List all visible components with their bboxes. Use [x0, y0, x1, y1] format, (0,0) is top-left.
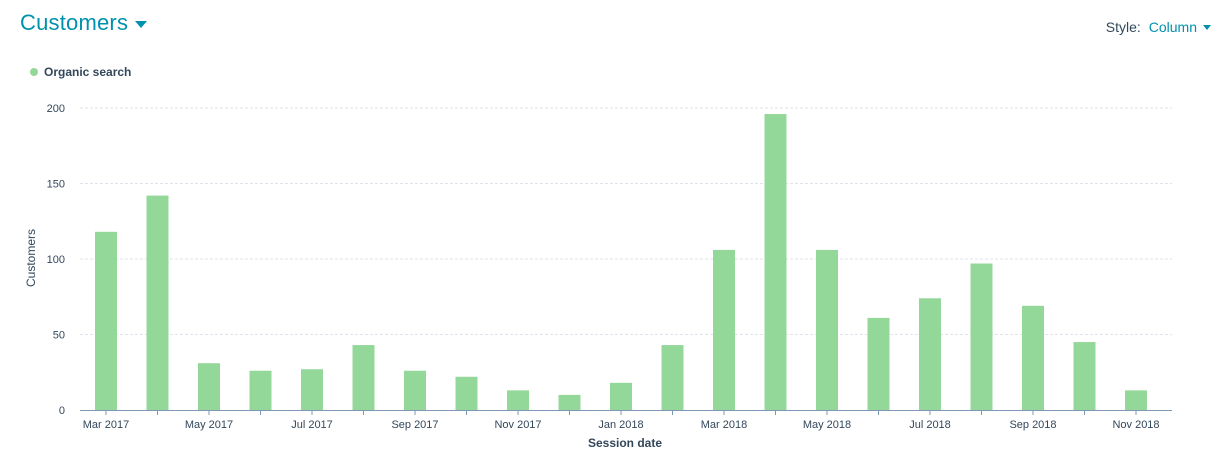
bar-sep-2017[interactable]: [404, 370, 426, 410]
bar-nov-2017[interactable]: [507, 390, 529, 410]
style-label: Style:: [1105, 19, 1141, 35]
bar-mar-2017[interactable]: [95, 231, 117, 410]
bar-dec-2017[interactable]: [558, 394, 581, 410]
bar-apr-2018[interactable]: [764, 114, 787, 410]
x-tick-label: May 2018: [803, 419, 851, 431]
page-title: Customers: [20, 10, 129, 35]
x-tick-label: Sep 2018: [1009, 419, 1056, 431]
y-tick-label: 200: [47, 103, 65, 115]
bar-may-2017[interactable]: [198, 363, 220, 410]
bar-jul-2017[interactable]: [301, 369, 323, 410]
legend-label: Organic search: [44, 65, 132, 79]
grid-lines: [80, 107, 1172, 335]
report-title-dropdown[interactable]: Customers: [20, 10, 148, 36]
y-axis-title: Customers: [24, 229, 38, 287]
bars: [95, 114, 1147, 410]
x-axis-title: Session date: [588, 436, 662, 450]
x-tick-label: Nov 2018: [1112, 419, 1159, 431]
bar-mar-2018[interactable]: [713, 249, 735, 410]
y-tick-label: 0: [59, 405, 65, 417]
bar-may-2018[interactable]: [816, 249, 838, 410]
x-tick-label: Mar 2018: [701, 419, 747, 431]
x-tick-label: Jul 2017: [291, 419, 333, 431]
bar-apr-2017[interactable]: [146, 195, 169, 410]
x-tick-label: Nov 2017: [494, 419, 541, 431]
y-tick-label: 100: [47, 254, 65, 266]
x-tick-label: Mar 2017: [83, 419, 129, 431]
bar-oct-2017[interactable]: [455, 376, 478, 410]
bar-jan-2018[interactable]: [610, 382, 632, 410]
chart-legend[interactable]: Organic search: [30, 65, 131, 79]
legend-dot-icon: [30, 68, 38, 76]
bar-sep-2018[interactable]: [1022, 305, 1044, 410]
style-dropdown[interactable]: Column: [1149, 19, 1211, 35]
x-tick-label: Jul 2018: [909, 419, 951, 431]
bar-aug-2017[interactable]: [352, 345, 375, 410]
bar-nov-2018[interactable]: [1125, 390, 1147, 410]
style-value: Column: [1148, 19, 1197, 35]
x-tick-label: Jan 2018: [598, 419, 643, 431]
x-tick-label: May 2017: [185, 419, 233, 431]
chart-style-picker: Style: Column: [1106, 19, 1211, 35]
bar-jun-2017[interactable]: [249, 370, 272, 410]
axes: 0 50 100 150 200 Mar 2017 May 2017 Jul 2017 Sep …: [47, 103, 1172, 431]
x-tick-label: Sep 2017: [391, 419, 438, 431]
bar-oct-2018[interactable]: [1073, 342, 1096, 410]
caret-down-icon: [1203, 24, 1211, 30]
bar-feb-2018[interactable]: [661, 345, 684, 410]
bar-aug-2018[interactable]: [970, 263, 993, 410]
y-tick-label: 150: [47, 179, 65, 191]
y-tick-label: 50: [53, 330, 65, 342]
bar-jul-2018[interactable]: [919, 298, 941, 410]
bar-jun-2018[interactable]: [867, 317, 890, 410]
caret-down-icon: [135, 20, 148, 28]
